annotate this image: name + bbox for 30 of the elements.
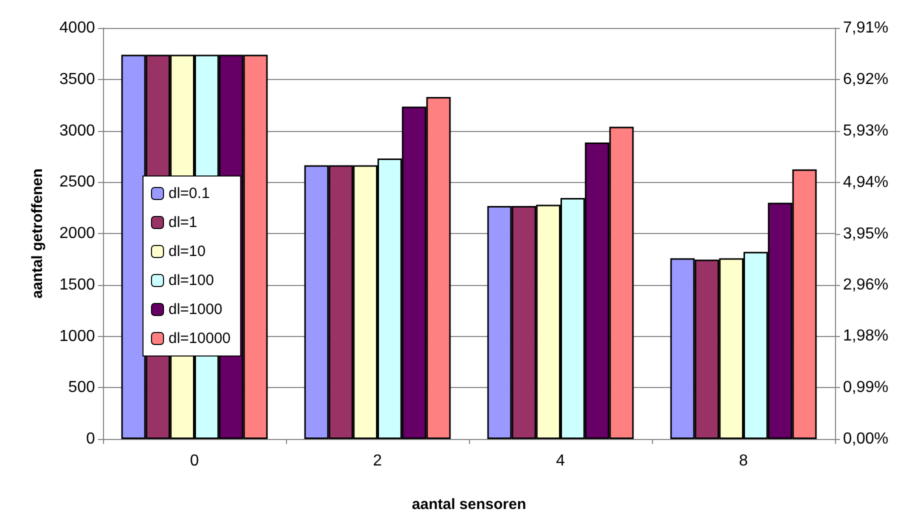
legend-label: dl=10000 [168, 330, 231, 347]
y2-tick-label: 7,91% [843, 20, 888, 36]
y-tick-label: 0 [86, 430, 96, 448]
y2-tick-label: 2,96% [843, 276, 888, 294]
y-tick-label: 3000 [59, 122, 96, 140]
y2-tick-label: 4,94% [843, 174, 888, 191]
x-tick-label: 4 [556, 452, 566, 470]
legend-label: dl=1 [168, 214, 198, 231]
y-tick-label: 4000 [59, 20, 96, 36]
y-tick-label: 2000 [59, 225, 96, 242]
x-tick-label: 8 [739, 452, 748, 470]
y-tick-label: 500 [68, 379, 96, 396]
x-axis-title: aantal sensoren [412, 496, 526, 513]
y-tick-label: 1500 [59, 276, 96, 294]
y-tick-label: 3500 [59, 70, 96, 88]
y-tick-label: 1000 [59, 328, 96, 345]
y2-tick-label: 0,99% [843, 379, 888, 396]
x-tick-label: 0 [190, 452, 200, 470]
legend-label: dl=1000 [168, 301, 222, 318]
y2-tick-label: 1,98% [843, 328, 888, 345]
y2-tick-label: 3,95% [843, 225, 888, 242]
y-tick-label: 2500 [59, 174, 96, 191]
legend-label: dl=10 [168, 243, 206, 260]
y2-tick-label: 0,00% [843, 430, 888, 448]
x-tick-label: 2 [373, 452, 382, 470]
y2-tick-label: 5,93% [843, 122, 888, 140]
y-axis-title: aantal getroffenen [29, 168, 46, 299]
legend-label: dl=100 [168, 272, 214, 289]
legend-label: dl=0.1 [168, 185, 210, 202]
y2-tick-label: 6,92% [843, 70, 888, 88]
